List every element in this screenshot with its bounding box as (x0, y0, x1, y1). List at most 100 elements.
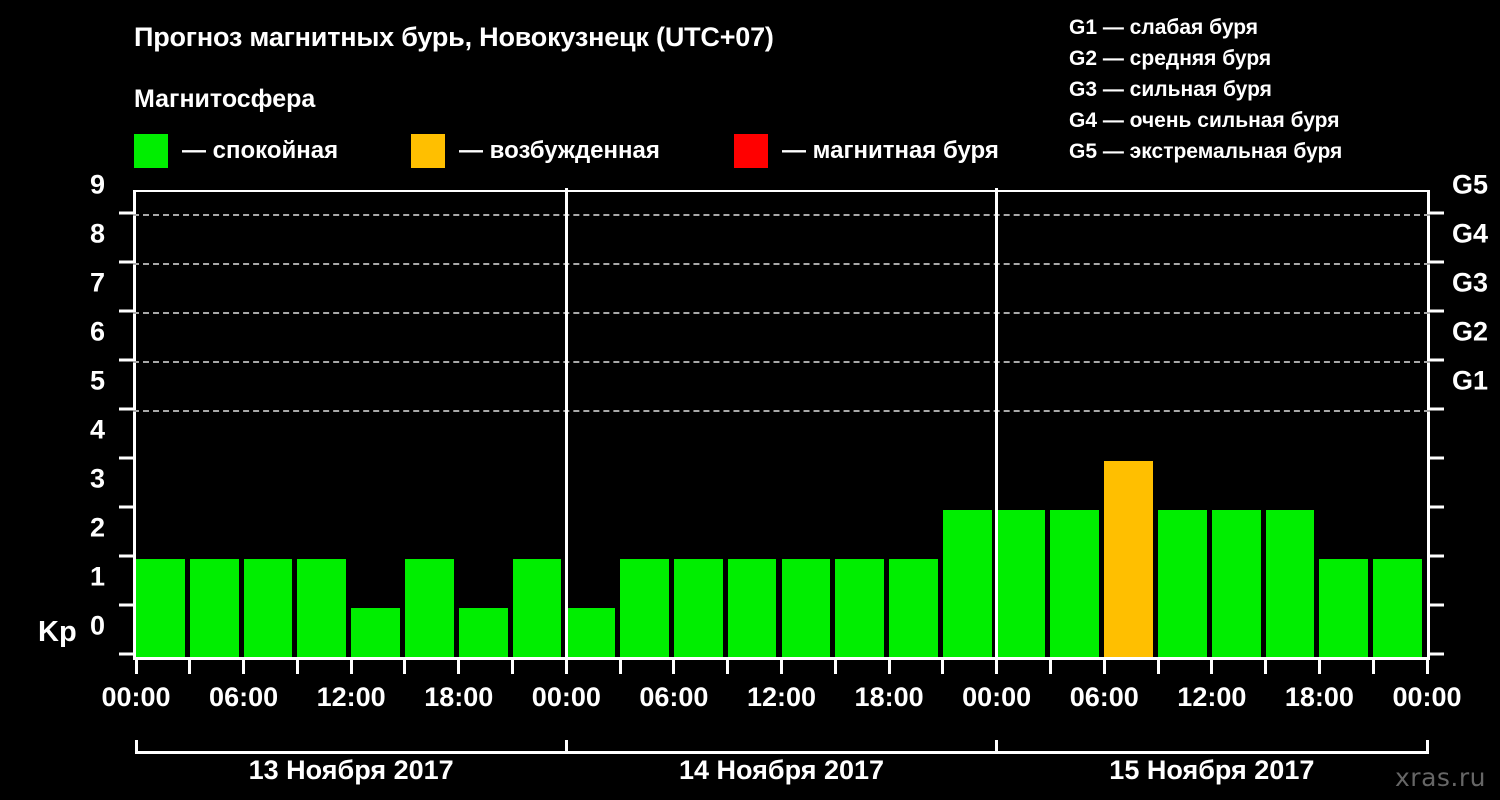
bar (781, 559, 831, 657)
legend-item-2: — магнитная буря (734, 133, 999, 169)
x-tick-label-3: 18:00 (424, 682, 494, 712)
day-bracket-tick (1425, 740, 1429, 754)
y-tick-label-7: 7 (89, 267, 105, 298)
day-bracket-line-2 (566, 751, 997, 754)
x-tick-mark-23 (1371, 660, 1375, 674)
g-axis-minor-tick-4 (1430, 456, 1444, 460)
magnetosphere-section-title: Магнитосфера (134, 85, 316, 113)
x-tick-mark-19 (1156, 660, 1160, 674)
bar-series (136, 190, 1427, 657)
x-tick-label-4: 00:00 (531, 682, 601, 712)
bar (1158, 510, 1207, 657)
legend-item-label: — спокойная (182, 137, 339, 164)
y-tick-label-5: 5 (89, 365, 105, 396)
gridline-kp-7 (133, 312, 1430, 315)
bar (727, 559, 777, 657)
date-labels: 13 Ноября 2017 14 Ноября 2017 15 Ноября 20… (0, 755, 1500, 800)
bar (404, 559, 454, 657)
y-tick-mark-2 (119, 554, 133, 558)
g-axis-minor-tick-2 (1430, 554, 1444, 558)
bar (835, 559, 885, 657)
day-bracket-tick (995, 740, 999, 754)
g-scale-row-g1: G1 — слабая буря (1069, 16, 1259, 39)
x-tick-mark-22 (1317, 660, 1321, 674)
g-tick-label-g5: G5 (1452, 169, 1489, 200)
g-tick-label-g4: G4 (1452, 218, 1489, 249)
gridline-kp-6 (133, 361, 1430, 364)
bar (243, 559, 293, 657)
day-bracket-line-1 (136, 751, 567, 754)
g-scale-row-g3: G3 — сильная буря (1069, 78, 1272, 101)
bar (1265, 510, 1315, 657)
x-tick-label-2: 12:00 (316, 682, 386, 712)
x-tick-label-8: 00:00 (962, 682, 1032, 712)
g-axis-right: G1 G2 G3 G4 G5 (1430, 170, 1500, 660)
bar (673, 559, 723, 657)
x-tick-label-7: 18:00 (854, 682, 924, 712)
day-bracket-tick (134, 740, 138, 754)
x-tick-label-1: 06:00 (209, 682, 279, 712)
x-tick-mark-12 (780, 660, 783, 674)
y-axis-title: Kp (38, 616, 77, 648)
y-tick-label-6: 6 (89, 316, 105, 347)
x-tick-mark-17 (1048, 660, 1052, 674)
y-tick-mark-3 (119, 505, 133, 509)
x-tick-label-5: 06:00 (639, 682, 709, 712)
legend-item-label: — магнитная буря (782, 137, 999, 164)
x-tick-label-10: 12:00 (1177, 682, 1247, 712)
bar (297, 559, 347, 657)
y-tick-mark-9 (119, 211, 133, 215)
green-square-icon (134, 134, 168, 168)
gridline-kp-5 (133, 410, 1430, 413)
g-axis-minor-tick-1 (1430, 603, 1444, 607)
y-tick-mark-8 (119, 260, 133, 264)
bar (189, 559, 239, 657)
bar (351, 608, 400, 657)
plot-area (133, 188, 1430, 660)
x-axis-labels: 00:00 06:00 12:00 18:00 00:00 06:00 12:00 18:00… (0, 682, 1500, 722)
x-tick-mark-9 (618, 660, 622, 674)
bar (512, 559, 562, 657)
bar (136, 559, 185, 657)
g-axis-minor-tick-3 (1430, 505, 1444, 509)
x-tick-mark-8 (564, 660, 568, 674)
x-tick-mark-4 (349, 660, 353, 674)
bar (1104, 461, 1154, 657)
x-tick-mark-24 (1425, 660, 1429, 674)
x-tick-mark-11 (726, 660, 730, 674)
y-tick-label-9: 9 (89, 169, 105, 200)
y-tick-label-1: 1 (89, 561, 105, 592)
g-scale-row-g2: G2 — средняя буря (1069, 47, 1272, 70)
magnetosphere-legend: — спокойная — возбужденная — магнитная бур… (134, 133, 1034, 173)
date-label-3: 15 Ноября 2017 (1109, 755, 1315, 785)
x-tick-mark-7 (511, 660, 515, 674)
g-tick-mark-g5 (1430, 211, 1444, 215)
g-scale-legend: G1 — слабая буря G2 — средняя буря G3 — си… (1058, 12, 1488, 167)
y-tick-label-4: 4 (89, 414, 105, 445)
bar (620, 559, 669, 657)
legend-item-0: — спокойная (134, 133, 338, 169)
x-tick-label-9: 06:00 (1069, 682, 1139, 712)
gridline-kp-9 (133, 214, 1430, 217)
x-tick-mark-21 (1264, 660, 1268, 674)
x-axis-ticks (133, 660, 1430, 678)
x-tick-mark-3 (295, 660, 299, 674)
x-tick-label-11: 18:00 (1284, 682, 1354, 712)
day-divider-1 (564, 188, 568, 660)
page-title: Прогноз магнитных бурь, Новокузнецк (UTC… (134, 22, 774, 52)
date-label-1: 13 Ноября 2017 (248, 755, 454, 785)
red-square-icon (734, 134, 768, 168)
day-divider-2 (995, 188, 999, 660)
g-tick-mark-g1 (1430, 407, 1444, 411)
x-tick-mark-13 (833, 660, 837, 674)
bar (889, 559, 938, 657)
bar (942, 510, 992, 657)
x-tick-label-6: 12:00 (746, 682, 817, 712)
y-tick-label-0: 0 (89, 610, 105, 641)
legend-item-label: — возбужденная (459, 137, 660, 164)
g-tick-label-g3: G3 (1452, 267, 1489, 298)
x-tick-mark-5 (403, 660, 407, 674)
x-tick-mark-0 (134, 660, 138, 674)
x-tick-mark-16 (995, 660, 999, 674)
